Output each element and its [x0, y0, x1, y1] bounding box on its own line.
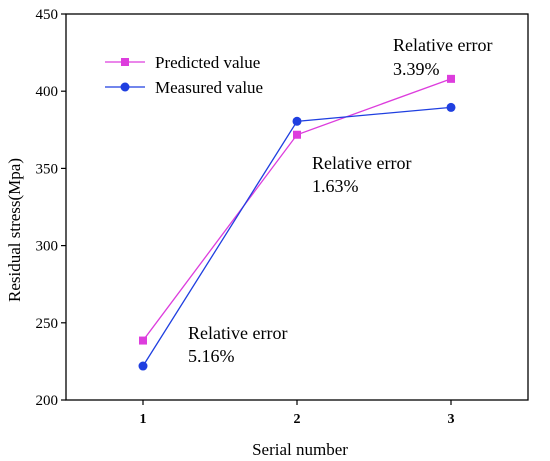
annotation-3-line1: Relative error — [393, 35, 492, 55]
x-tick-label-0: 1 — [140, 412, 147, 427]
y-tick-label-0: 200 — [36, 393, 59, 409]
series-1-point-2 — [446, 102, 456, 112]
annotation-2-line1: Relative error — [312, 153, 411, 173]
series-markers — [138, 74, 456, 371]
y-axis-title-group: Residual stress(Mpa) — [5, 158, 24, 302]
series-0-point-0 — [139, 336, 147, 345]
annotation-1-line2: 5.16% — [188, 346, 235, 366]
y-tick-label-1: 250 — [36, 316, 59, 332]
axes — [65, 13, 529, 401]
annotation-3-line2: 3.39% — [393, 59, 440, 79]
legend: Predicted value Measured value — [105, 53, 263, 97]
x-tick-label-2: 3 — [448, 412, 455, 427]
legend-predicted-label: Predicted value — [155, 53, 260, 72]
annotation-2-line2: 1.63% — [312, 176, 359, 196]
series-0-point-1 — [293, 130, 301, 139]
y-tick-label-5: 450 — [36, 7, 59, 23]
legend-measured-marker — [120, 82, 130, 92]
y-tick-label-3: 350 — [36, 161, 59, 177]
legend-predicted-marker — [121, 58, 129, 66]
series-0-point-2 — [447, 74, 455, 83]
legend-measured-label: Measured value — [155, 78, 263, 97]
y-tick-label-2: 300 — [36, 239, 59, 255]
series-1-point-0 — [138, 361, 148, 371]
plot-frame — [65, 13, 529, 401]
ticks: 200 250 300 350 400 450 1 2 3 — [36, 7, 455, 427]
annotation-1-line1: Relative error — [188, 323, 287, 343]
annotations: Relative error 5.16% Relative error 1.63… — [188, 35, 492, 366]
x-axis-title: Serial number — [252, 440, 348, 459]
y-tick-label-4: 400 — [36, 84, 59, 100]
series-1-point-1 — [292, 116, 302, 126]
y-axis-title: Residual stress(Mpa) — [5, 158, 24, 302]
x-tick-label-1: 2 — [294, 412, 301, 427]
